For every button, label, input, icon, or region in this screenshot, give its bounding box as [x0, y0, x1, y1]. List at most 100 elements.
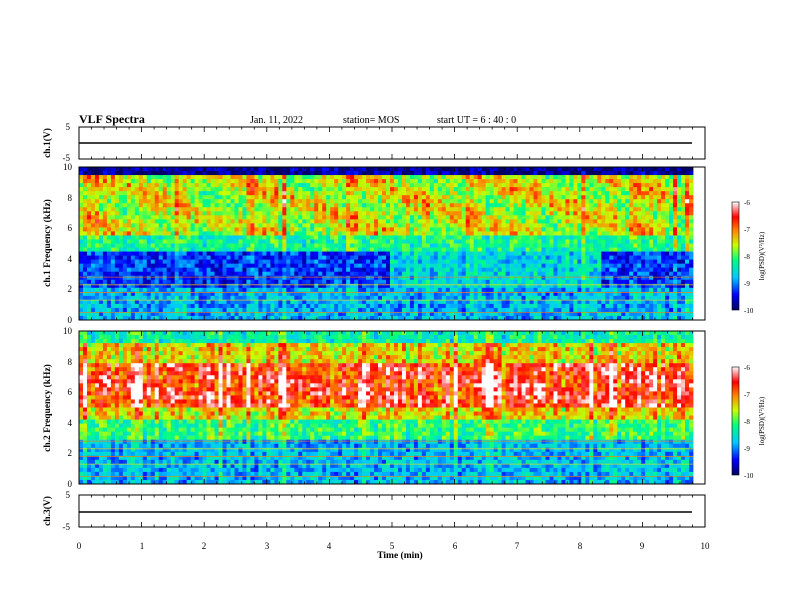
spectrogram-cell	[302, 227, 307, 232]
spectrogram-cell	[537, 227, 542, 232]
spectrogram-cell	[262, 191, 267, 196]
spectrogram-cell	[521, 303, 526, 309]
spectrogram-cell	[218, 311, 223, 317]
spectrogram-cell	[581, 263, 586, 269]
spectrogram-cell	[457, 315, 463, 321]
spectrogram-cell	[262, 195, 267, 200]
spectrogram-cell	[346, 191, 351, 196]
spectrogram-cell	[362, 299, 367, 305]
spectrogram-cell	[190, 211, 196, 216]
spectrogram-cell	[358, 275, 363, 281]
spectrogram-cell	[222, 203, 227, 208]
spectrogram-cell	[330, 255, 335, 261]
spectrogram-cell	[569, 187, 574, 192]
spectrogram-cell	[278, 255, 283, 261]
spectrogram-cell	[489, 179, 495, 184]
spectrogram-cell	[182, 279, 188, 285]
spectrogram-cell	[521, 311, 526, 317]
spectrogram-cell	[382, 259, 387, 265]
spectrogram-cell	[310, 315, 315, 321]
spectrogram-cell	[110, 235, 116, 240]
spectrogram-cell	[326, 171, 331, 176]
spectrogram-cell	[310, 271, 315, 277]
spectrogram-cell	[378, 187, 383, 192]
spectrogram-cell	[382, 255, 387, 261]
spectrogram-cell	[250, 195, 255, 200]
spectrogram-cell	[493, 251, 499, 256]
spectrogram-cell	[182, 243, 188, 248]
spectrogram-cell	[509, 203, 514, 208]
spectrogram-cell	[134, 171, 140, 176]
spectrogram-cell	[413, 283, 419, 289]
spectrogram-cell	[278, 263, 283, 269]
spectrogram-cell	[378, 259, 383, 265]
spectrogram-cell	[374, 307, 379, 313]
spectrogram-cell	[374, 171, 379, 176]
spectrogram-cell	[226, 239, 231, 244]
spectrogram-cell	[158, 299, 164, 305]
spectrogram-cell	[322, 219, 327, 224]
spectrogram-cell	[557, 203, 562, 208]
spectrogram-cell	[226, 215, 231, 220]
spectrogram-cell	[182, 271, 188, 277]
spectrogram-cell	[110, 259, 116, 265]
spectrogram-cell	[270, 175, 275, 180]
spectrogram-cell	[102, 267, 108, 273]
spectrogram-cell	[126, 203, 132, 208]
spectrogram-cell	[346, 251, 351, 256]
spectrogram-cell	[417, 215, 423, 220]
spectrogram-cell	[441, 315, 447, 321]
spectrogram-cell	[585, 275, 590, 281]
spectrogram-cell	[162, 275, 168, 281]
spectrogram-cell	[318, 215, 323, 220]
spectrogram-cell	[521, 207, 526, 212]
spectrogram-cell	[254, 275, 259, 281]
spectrogram-cell	[401, 223, 407, 228]
spectrogram-cell	[382, 211, 387, 216]
spectrogram-cell	[170, 275, 176, 281]
spectrogram-cell	[226, 207, 231, 212]
spectrogram-cell	[238, 303, 243, 309]
spectrogram-cell	[537, 167, 542, 172]
spectrogram-cell	[274, 195, 279, 200]
spectrogram-cell	[342, 255, 347, 261]
spectrogram-cell	[102, 231, 108, 236]
spectrogram-cell	[549, 175, 554, 180]
spectrogram-cell	[322, 275, 327, 281]
spectrogram-cell	[246, 295, 251, 301]
spectrogram-cell	[98, 231, 104, 236]
spectrogram-cell	[358, 211, 363, 216]
spectrogram-cell	[298, 315, 303, 321]
spectrogram-cell	[413, 255, 419, 261]
spectrogram-cell	[386, 195, 391, 200]
spectrogram-cell	[206, 187, 211, 192]
spectrogram-cell	[298, 235, 303, 240]
spectrogram-cell	[346, 283, 351, 289]
spectrogram-cell	[541, 223, 546, 228]
spectrogram-cell	[405, 315, 411, 321]
spectrogram-cell	[266, 303, 271, 309]
spectrogram-cell	[425, 247, 431, 252]
spectrogram-cell	[138, 251, 144, 256]
spectrogram-cell	[262, 291, 267, 297]
spectrogram-cell	[501, 203, 507, 208]
spectrogram-cell	[142, 283, 148, 289]
spectrogram-cell	[290, 275, 295, 281]
spectrogram-cell	[581, 191, 586, 196]
spectrogram-cell	[378, 291, 383, 297]
spectrogram-cell	[409, 211, 415, 216]
spectrogram-cell	[242, 235, 247, 240]
spectrogram-cell	[533, 303, 538, 309]
spectrogram-cell	[441, 279, 447, 285]
spectrogram-cell	[242, 207, 247, 212]
spectrogram-cell	[98, 179, 104, 184]
spectrogram-cell	[457, 187, 463, 192]
spectrogram-cell	[154, 191, 160, 196]
spectrogram-cell	[557, 307, 562, 313]
spectrogram-cell	[218, 215, 223, 220]
spectrogram-cell	[130, 311, 136, 317]
spectrogram-cell	[270, 203, 275, 208]
spectrogram-cell	[210, 267, 215, 273]
spectrogram-cell	[461, 219, 467, 224]
spectrogram-cell	[509, 227, 514, 232]
